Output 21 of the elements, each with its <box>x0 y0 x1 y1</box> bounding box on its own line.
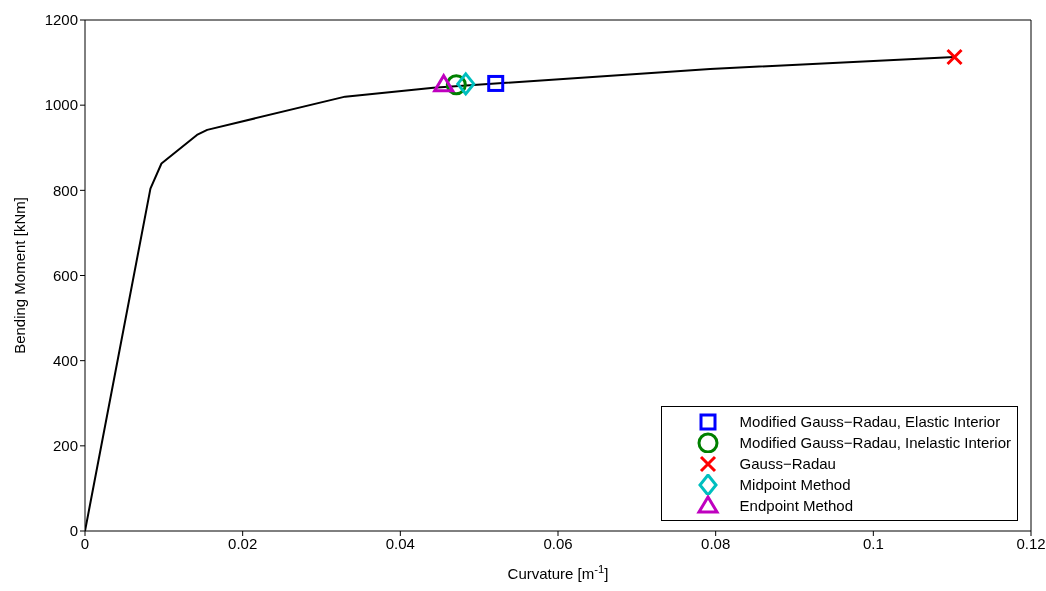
x-tick-label: 0.04 <box>385 534 415 552</box>
y-tick-label: 0 <box>69 522 78 540</box>
x-tick-label: 0.08 <box>701 534 731 552</box>
x-tick-label: 0.02 <box>228 534 258 552</box>
y-tick-label: 600 <box>52 266 78 284</box>
y-axis-title: Bending Moment [kNm] <box>11 197 29 354</box>
y-tick-label: 1200 <box>44 11 78 29</box>
y-tick-label: 1000 <box>44 96 78 114</box>
y-tick-label: 800 <box>52 181 78 199</box>
x-axis-title: Curvature [m$^{-1}$] <box>507 563 609 582</box>
y-tick-label: 400 <box>52 351 78 369</box>
x-tick-label: 0.12 <box>1016 534 1046 552</box>
y-tick-label: 200 <box>52 437 78 455</box>
legend-label: Midpoint Method <box>739 476 851 493</box>
legend-label: Modified Gauss−Radau, Inelastic Interior <box>739 434 1011 451</box>
legend-label: Endpoint Method <box>739 497 854 514</box>
legend-label: Gauss−Radau <box>739 455 836 472</box>
legend-label: Modified Gauss−Radau, Elastic Interior <box>739 413 1001 430</box>
x-tick-label: 0 <box>80 534 90 552</box>
x-tick-label: 0.06 <box>543 534 573 552</box>
x-tick-label: 0.1 <box>862 534 884 552</box>
